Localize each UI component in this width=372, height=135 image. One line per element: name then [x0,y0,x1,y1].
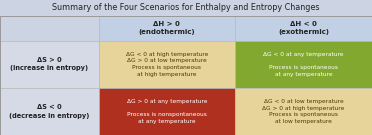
Text: ΔG < 0 at any temperature

Process is spontaneous
at any temperature: ΔG < 0 at any temperature Process is spo… [263,52,344,77]
Text: ΔS < 0
(decrease in entropy): ΔS < 0 (decrease in entropy) [9,104,90,119]
Text: ΔH > 0
(endothermic): ΔH > 0 (endothermic) [139,21,195,35]
Bar [235,16,372,40]
Text: ΔS > 0
(increase in entropy): ΔS > 0 (increase in entropy) [10,57,89,71]
Bar [0,16,372,135]
Text: ΔH < 0
(exothermic): ΔH < 0 (exothermic) [278,21,329,35]
Bar [0,0,372,16]
Bar [99,40,235,88]
Bar [0,16,99,40]
Bar [0,88,99,135]
Bar [235,88,372,135]
Text: ΔG < 0 at low temperature
ΔG > 0 at high temperature
Process is spontaneous
at l: ΔG < 0 at low temperature ΔG > 0 at high… [263,99,345,124]
Bar [99,88,235,135]
Bar [99,16,235,40]
Text: ΔG > 0 at any temperature

Process is nonspontaneous
at any temperature: ΔG > 0 at any temperature Process is non… [127,99,207,124]
Text: ΔG < 0 at high temperature
ΔG > 0 at low temperature
Process is spontaneous
at h: ΔG < 0 at high temperature ΔG > 0 at low… [126,52,208,77]
Text: Summary of the Four Scenarios for Enthalpy and Entropy Changes: Summary of the Four Scenarios for Enthal… [52,3,320,12]
Bar [235,40,372,88]
Bar [0,40,99,88]
